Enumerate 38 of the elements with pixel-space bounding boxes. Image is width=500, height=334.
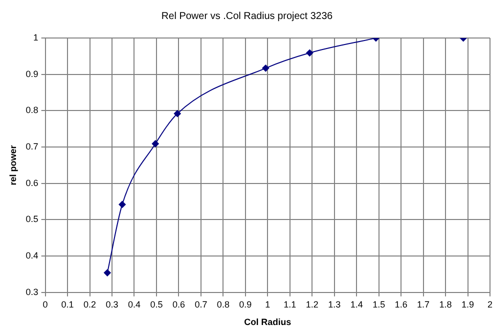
x-tick-label: 1 [265, 299, 270, 310]
point [118, 200, 126, 208]
x-tick-label: 0.7 [194, 299, 208, 310]
x-tick-label: 1.1 [284, 299, 296, 310]
x-tick-label: 1.5 [372, 299, 386, 310]
x-tick-label: 0 [42, 299, 48, 310]
chart-title: Rel Power vs .Col Radius project 3236 [161, 10, 334, 22]
x-axis-title: Col Radius [244, 317, 292, 328]
x-tick-label: 1.8 [439, 299, 452, 310]
x-tick-label: 0.5 [150, 299, 163, 310]
point [306, 49, 314, 56]
point [152, 140, 159, 148]
x-tick-label: 0.1 [61, 299, 74, 310]
y-tick-label: 0.3 [26, 286, 38, 297]
y-tick-label: 0.4 [26, 250, 38, 261]
point [104, 269, 111, 276]
point [174, 110, 181, 118]
y-tick-label: 0.8 [26, 105, 38, 116]
x-tick-label: 1.3 [328, 299, 341, 310]
y-tick-label: 0.7 [26, 142, 38, 152]
x-tick-label: 0.2 [84, 299, 96, 310]
y-axis-title: rel power [8, 144, 18, 186]
x-tick-label: 1.7 [417, 299, 430, 310]
x-tick-label: 0.8 [216, 299, 230, 310]
x-tick-label: 0.9 [239, 299, 252, 310]
x-tick-label: 0.6 [172, 299, 185, 310]
y-tick-label: 0.5 [26, 214, 38, 224]
x-tick-label: 2 [487, 299, 493, 310]
x-tick-label: 0.4 [128, 299, 141, 310]
x-tick-label: 1.4 [350, 299, 363, 310]
x-tick-label: 1.6 [394, 299, 408, 310]
x-tick-label: 0.3 [106, 299, 118, 310]
x-tick-label: 1.9 [462, 299, 474, 310]
x-tick-label: 1.2 [306, 299, 318, 310]
y-tick-label: 0.6 [26, 178, 38, 188]
y-tick-label: 0.9 [26, 68, 38, 79]
point [262, 64, 270, 72]
y-tick-label: 1 [33, 32, 38, 42]
